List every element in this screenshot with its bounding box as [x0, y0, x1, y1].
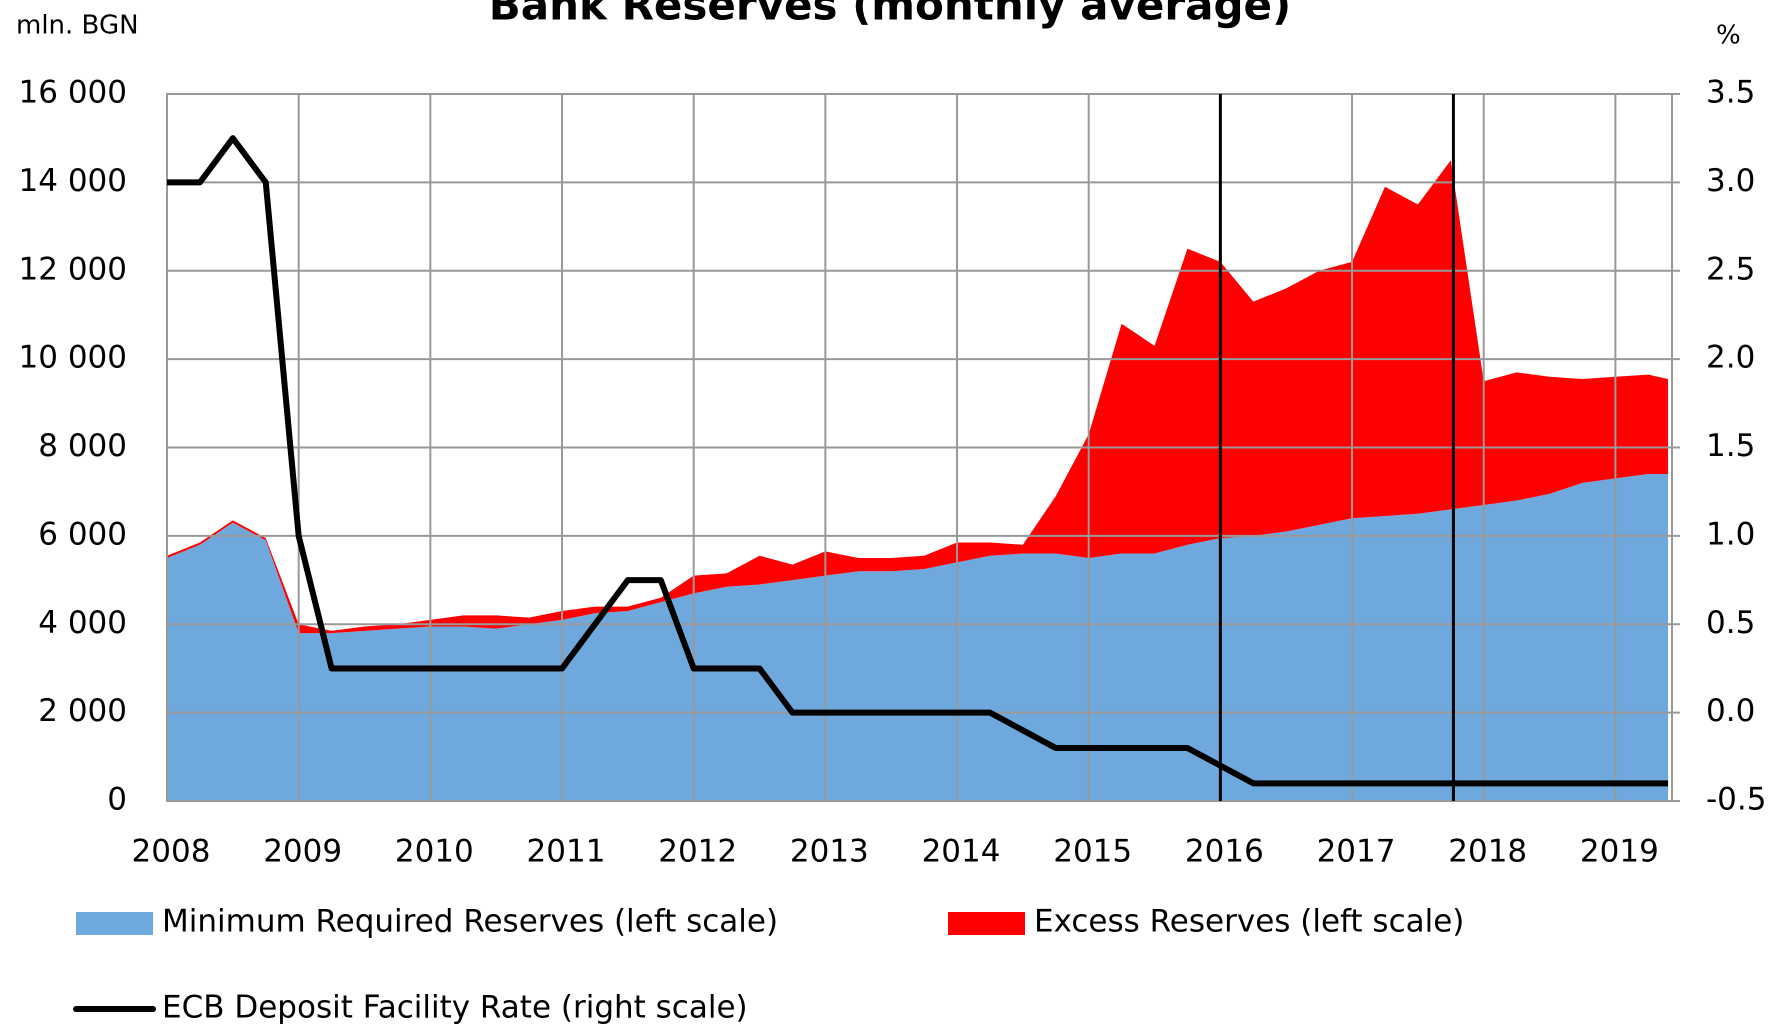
- x-tick-label: 2010: [395, 834, 474, 870]
- legend-swatch: [76, 912, 153, 935]
- y2-tick-label: 0.0: [1706, 693, 1755, 729]
- legend-label: Minimum Required Reserves (left scale): [162, 904, 778, 940]
- area: [167, 474, 1669, 801]
- y2-axis-label: %: [1716, 21, 1741, 51]
- legend-label: ECB Deposit Facility Rate (right scale): [162, 990, 748, 1026]
- y2-tick-label: 3.0: [1706, 163, 1755, 199]
- y-tick-label: 4 000: [38, 605, 127, 641]
- x-tick-label: 2016: [1185, 834, 1264, 870]
- y2-tick-label: -0.5: [1706, 782, 1767, 818]
- x-tick-label: 2017: [1317, 834, 1396, 870]
- x-tick-label: 2019: [1580, 834, 1659, 870]
- x-tick-label: 2014: [922, 834, 1001, 870]
- y-tick-label: 2 000: [38, 693, 127, 729]
- y-tick-label: 10 000: [19, 340, 127, 376]
- y2-tick-label: 2.5: [1706, 251, 1755, 287]
- y-tick-label: 12 000: [19, 251, 127, 287]
- x-tick-label: 2009: [263, 834, 342, 870]
- plot-border: [166, 93, 1673, 802]
- x-tick-label: 2018: [1448, 834, 1527, 870]
- legend-label: Excess Reserves (left scale): [1034, 904, 1464, 940]
- y2-tick-label: 2.0: [1706, 340, 1755, 376]
- y2-tick-label: 0.5: [1706, 605, 1755, 641]
- x-tick-label: 2013: [790, 834, 869, 870]
- legend-swatch: [948, 912, 1025, 935]
- chart-title: Bank Reserves (monthly average): [489, 0, 1291, 30]
- y-tick-label: 16 000: [19, 75, 127, 111]
- x-tick-label: 2008: [132, 834, 211, 870]
- y2-tick-label: 3.5: [1706, 75, 1755, 111]
- y-axis-label: mln. BGN: [16, 11, 139, 41]
- x-tick-label: 2012: [658, 834, 737, 870]
- y-tick-label: 8 000: [38, 428, 127, 464]
- x-tick-label: 2011: [527, 834, 606, 870]
- y-tick-label: 0: [107, 782, 127, 818]
- x-tick-label: 2015: [1053, 834, 1132, 870]
- area: [167, 160, 1669, 634]
- y-tick-label: 6 000: [38, 516, 127, 552]
- y2-tick-label: 1.5: [1706, 428, 1755, 464]
- y-tick-label: 14 000: [19, 163, 127, 199]
- y2-tick-label: 1.0: [1706, 516, 1755, 552]
- line: [167, 135, 1669, 787]
